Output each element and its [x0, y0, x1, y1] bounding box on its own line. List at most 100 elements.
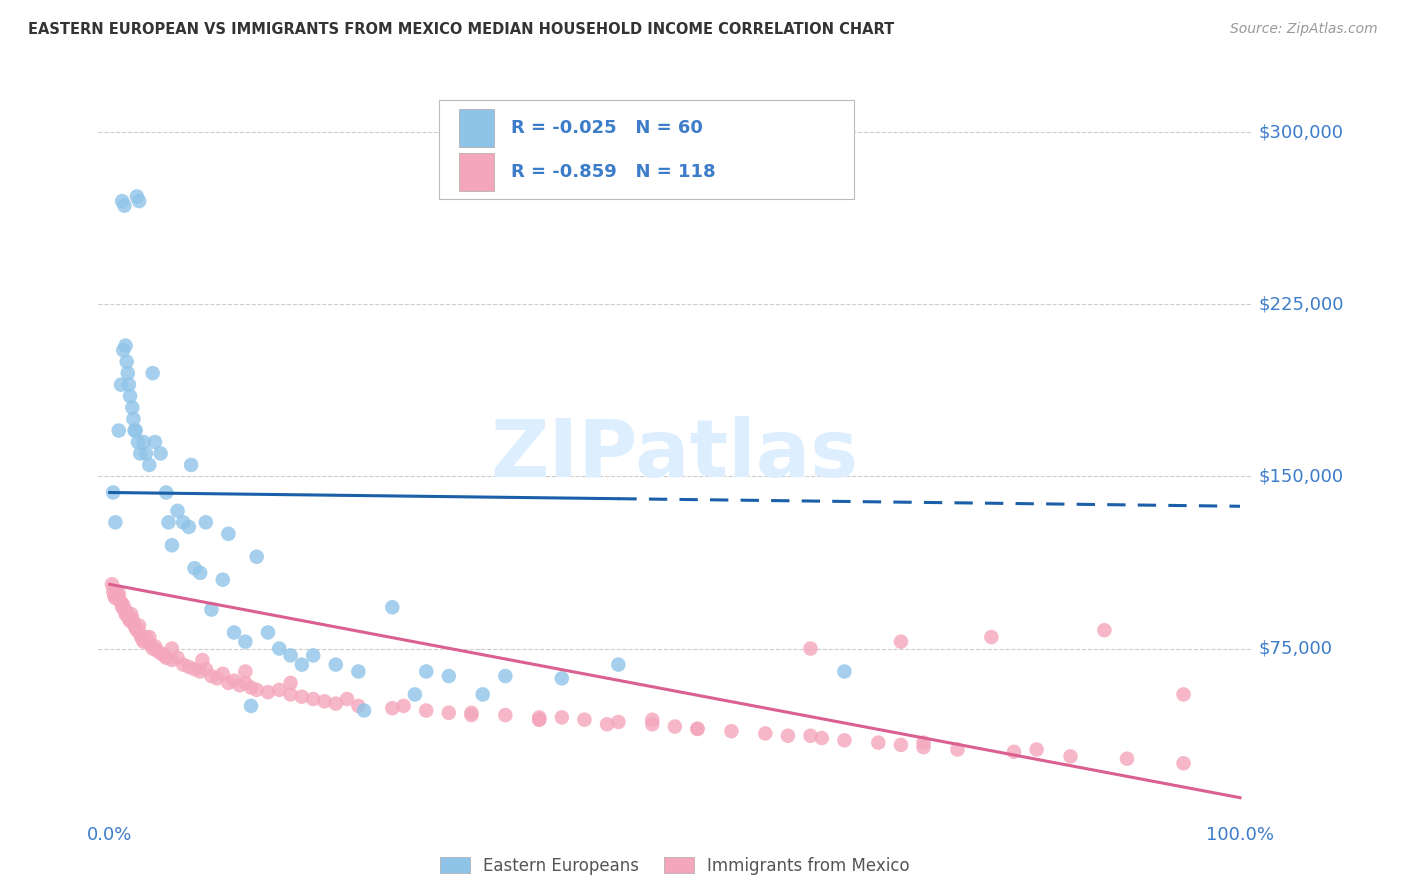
- Text: R = -0.025   N = 60: R = -0.025 N = 60: [512, 119, 703, 137]
- Point: [437, 669, 460, 683]
- Point: [912, 736, 935, 750]
- Point: [1002, 745, 1025, 759]
- Point: [101, 577, 124, 591]
- Point: [177, 520, 200, 534]
- Point: [280, 648, 302, 663]
- Point: [142, 366, 165, 380]
- Point: [641, 717, 664, 731]
- Point: [127, 623, 149, 637]
- Point: [172, 657, 194, 672]
- Point: [228, 678, 250, 692]
- Legend: Eastern Europeans, Immigrants from Mexico: Eastern Europeans, Immigrants from Mexic…: [433, 850, 917, 882]
- Point: [890, 738, 912, 752]
- Point: [222, 625, 245, 640]
- Point: [149, 646, 172, 660]
- Text: $75,000: $75,000: [1258, 640, 1333, 657]
- Point: [112, 602, 135, 616]
- Point: [188, 566, 211, 580]
- Point: [720, 724, 742, 739]
- Point: [1173, 756, 1195, 771]
- Point: [138, 630, 160, 644]
- Point: [125, 623, 148, 637]
- Point: [121, 401, 143, 415]
- Point: [112, 199, 135, 213]
- Point: [1025, 742, 1047, 756]
- Point: [132, 634, 155, 648]
- Point: [325, 697, 347, 711]
- Point: [240, 698, 263, 713]
- Point: [381, 600, 404, 615]
- Point: [128, 194, 150, 208]
- Point: [107, 424, 129, 438]
- Point: [194, 662, 217, 676]
- Point: [211, 573, 233, 587]
- Point: [607, 657, 630, 672]
- Point: [1059, 749, 1081, 764]
- Point: [529, 713, 551, 727]
- Point: [257, 625, 280, 640]
- Point: [641, 713, 664, 727]
- Point: [121, 612, 143, 626]
- Point: [551, 710, 574, 724]
- Point: [142, 641, 165, 656]
- Point: [157, 516, 180, 530]
- Point: [811, 731, 834, 745]
- Point: [257, 685, 280, 699]
- Point: [131, 632, 153, 647]
- Point: [143, 435, 166, 450]
- Point: [494, 708, 516, 723]
- Point: [686, 722, 709, 736]
- Point: [120, 614, 142, 628]
- Point: [1173, 688, 1195, 702]
- Point: [494, 669, 516, 683]
- Point: [117, 366, 139, 380]
- Point: [314, 694, 336, 708]
- FancyBboxPatch shape: [460, 109, 494, 147]
- Point: [110, 596, 132, 610]
- Point: [101, 485, 124, 500]
- Point: [115, 605, 138, 619]
- FancyBboxPatch shape: [439, 100, 853, 199]
- Point: [1116, 752, 1139, 766]
- Point: [160, 653, 183, 667]
- Text: $300,000: $300,000: [1258, 123, 1343, 141]
- Point: [183, 561, 205, 575]
- Point: [460, 706, 482, 720]
- Point: [347, 698, 370, 713]
- Point: [115, 354, 138, 368]
- Point: [104, 591, 127, 605]
- Point: [194, 516, 217, 530]
- Point: [114, 607, 136, 621]
- Point: [135, 446, 157, 460]
- Point: [138, 458, 160, 472]
- Point: [946, 742, 969, 756]
- Point: [353, 704, 375, 718]
- Point: [1092, 623, 1115, 637]
- Point: [291, 657, 314, 672]
- Point: [135, 630, 157, 644]
- Point: [125, 424, 148, 438]
- Point: [799, 729, 821, 743]
- Point: [120, 607, 142, 621]
- Point: [246, 549, 269, 564]
- Point: [104, 516, 127, 530]
- Point: [108, 593, 131, 607]
- Point: [415, 704, 437, 718]
- Point: [551, 672, 574, 686]
- Text: Source: ZipAtlas.com: Source: ZipAtlas.com: [1230, 22, 1378, 37]
- Point: [200, 602, 222, 616]
- Point: [112, 598, 135, 612]
- Point: [188, 665, 211, 679]
- Point: [415, 665, 437, 679]
- Point: [325, 657, 347, 672]
- Point: [240, 681, 263, 695]
- Point: [105, 586, 128, 600]
- Point: [122, 616, 145, 631]
- Point: [235, 634, 257, 648]
- Point: [111, 600, 134, 615]
- Point: [166, 504, 188, 518]
- Point: [129, 446, 152, 460]
- Point: [596, 717, 619, 731]
- Point: [890, 634, 912, 648]
- Point: [155, 485, 177, 500]
